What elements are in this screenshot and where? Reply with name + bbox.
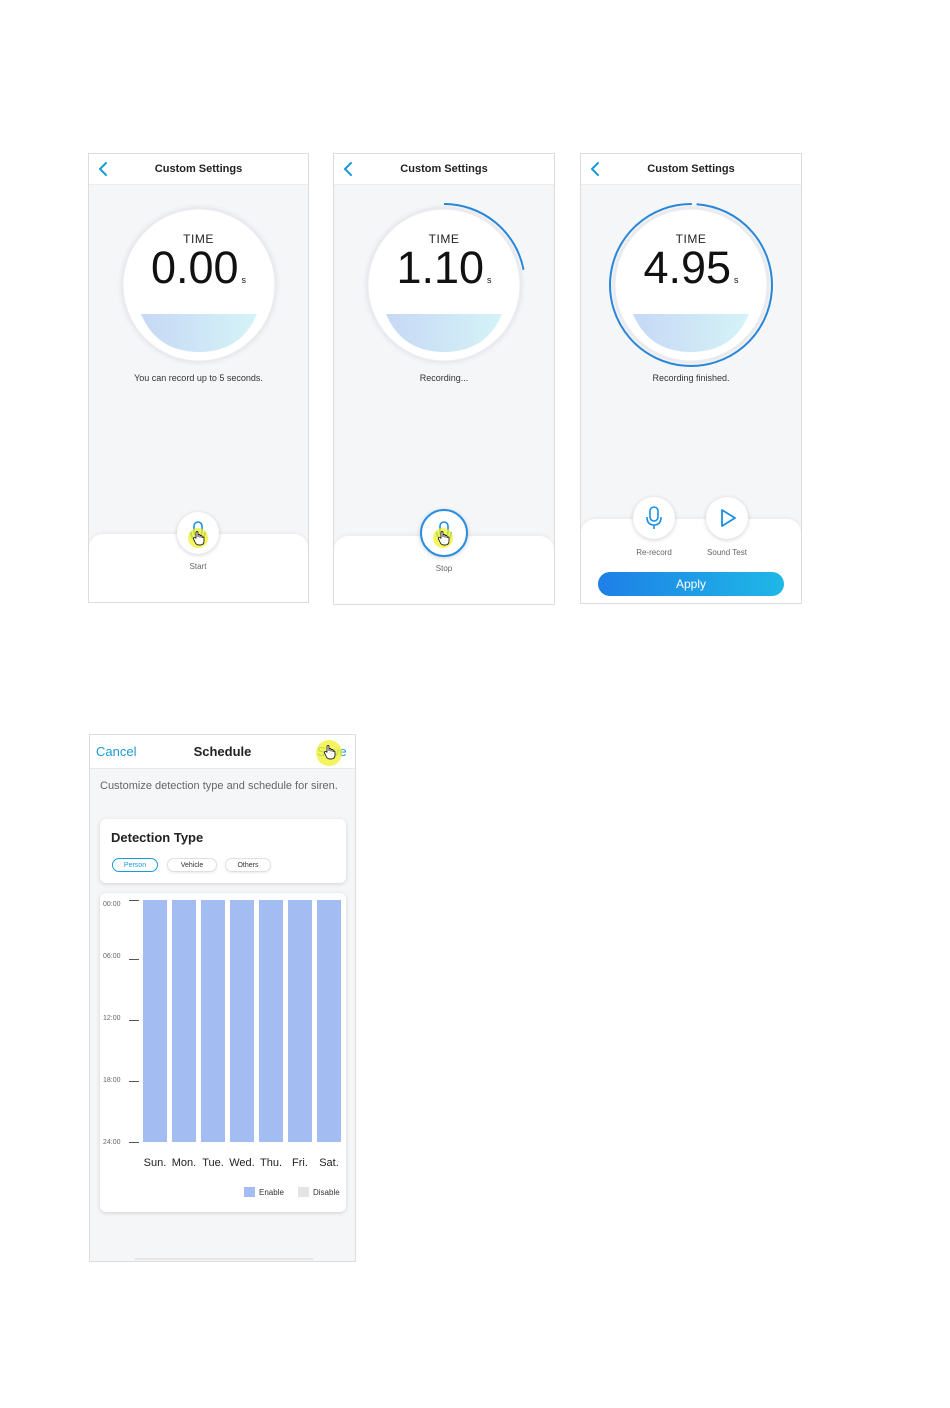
time-tick (129, 1081, 139, 1082)
timer-dial (609, 203, 773, 367)
time-readout: 1.10 s (334, 242, 554, 294)
page-title: Custom Settings (647, 163, 735, 175)
top-bar: Cancel Schedule Save (90, 735, 355, 769)
timer-dial (118, 204, 280, 366)
time-value: 0.00 (150, 242, 239, 293)
chevron-left-icon[interactable] (340, 160, 356, 178)
day-label-sun: Sun. (143, 1157, 167, 1169)
play-icon (721, 509, 736, 527)
time-label-4: 24:00 (103, 1139, 121, 1146)
detection-type-card: Detection Type Person Vehicle Others (100, 819, 346, 883)
day-label-sat: Sat. (319, 1157, 339, 1169)
wave-level (386, 314, 502, 352)
custom-settings-screen-idle: Custom Settings TIME 0.00 s You can recor… (88, 153, 309, 603)
time-unit: s (487, 275, 492, 285)
top-bar: Custom Settings (89, 154, 308, 185)
timer-dial (362, 203, 526, 367)
time-unit: s (734, 275, 739, 285)
time-label-2: 12:00 (103, 1015, 121, 1022)
chevron-left-icon[interactable] (587, 160, 603, 178)
time-value: 4.95 (643, 242, 732, 293)
day-bar-thu[interactable] (259, 900, 283, 1142)
top-bar: Custom Settings (581, 154, 801, 185)
day-bar-mon[interactable] (172, 900, 196, 1142)
time-label: TIME (675, 232, 707, 246)
status-text: Recording... (419, 373, 469, 383)
schedule-screen: Cancel Schedule Save Customize detection… (89, 734, 356, 1262)
day-label-mon: Mon. (171, 1157, 197, 1169)
custom-settings-screen-recording: Custom Settings TIME 1.10 s Recording... … (333, 153, 555, 605)
day-bar-wed[interactable] (230, 900, 254, 1142)
top-bar: Custom Settings (334, 154, 554, 185)
re-record-label: Re-record (636, 548, 672, 557)
start-label: Start (189, 562, 207, 571)
custom-settings-screen-finished: Custom Settings TIME 4.95 s Recording fin… (580, 153, 802, 604)
schedule-grid-card: 00:00 06:00 12:00 18:00 24:00 Sun. Mon. … (100, 893, 346, 1212)
time-tick (129, 959, 139, 960)
chip-vehicle[interactable]: Vehicle (167, 858, 217, 872)
stop-label: Stop (435, 564, 453, 573)
time-tick (129, 900, 139, 901)
day-bar-sat[interactable] (317, 900, 341, 1142)
wave-level (633, 314, 749, 352)
hand-pointer-icon (192, 531, 205, 546)
time-tick (129, 1020, 139, 1021)
sound-test-label: Sound Test (707, 548, 747, 557)
day-label-fri: Fri. (292, 1157, 308, 1169)
chip-others[interactable]: Others (225, 858, 271, 872)
home-indicator (135, 1258, 313, 1260)
status-text: Recording finished. (652, 373, 730, 383)
day-bar-sun[interactable] (143, 900, 167, 1142)
detection-type-title: Detection Type (111, 830, 204, 845)
time-readout: 0.00 s (89, 242, 308, 294)
re-record-button[interactable] (633, 497, 675, 539)
wave-level (141, 314, 257, 352)
status-text: You can record up to 5 seconds. (134, 373, 263, 383)
sound-test-button[interactable] (706, 497, 748, 539)
cancel-button[interactable]: Cancel (96, 744, 137, 759)
description-text: Customize detection type and schedule fo… (100, 780, 338, 792)
day-bar-tue[interactable] (201, 900, 225, 1142)
microphone-icon (646, 506, 662, 529)
legend-disable-label: Disable (313, 1188, 340, 1197)
legend-enable-label: Enable (259, 1188, 284, 1197)
time-tick (129, 1142, 139, 1143)
chip-person[interactable]: Person (112, 858, 158, 872)
page-title: Schedule (193, 744, 252, 759)
time-label-1: 06:00 (103, 953, 121, 960)
legend-disable-swatch (298, 1187, 309, 1197)
day-label-thu: Thu. (259, 1157, 282, 1169)
time-label: TIME (428, 232, 460, 246)
hand-pointer-icon (323, 745, 336, 760)
legend-enable-swatch (244, 1187, 255, 1197)
time-label-3: 18:00 (103, 1077, 121, 1084)
time-value: 1.10 (396, 242, 485, 293)
hand-pointer-icon (437, 531, 450, 546)
time-readout: 4.95 s (581, 242, 801, 294)
time-label: TIME (183, 232, 214, 246)
time-unit: s (241, 275, 247, 285)
progress-ring (362, 203, 526, 367)
day-label-wed: Wed. (229, 1157, 255, 1169)
page-title: Custom Settings (154, 163, 243, 175)
time-label-0: 00:00 (103, 901, 121, 908)
page-title: Custom Settings (400, 163, 488, 175)
day-bar-fri[interactable] (288, 900, 312, 1142)
chevron-left-icon[interactable] (95, 160, 111, 178)
day-label-tue: Tue. (202, 1157, 224, 1169)
apply-button[interactable]: Apply (598, 572, 784, 596)
